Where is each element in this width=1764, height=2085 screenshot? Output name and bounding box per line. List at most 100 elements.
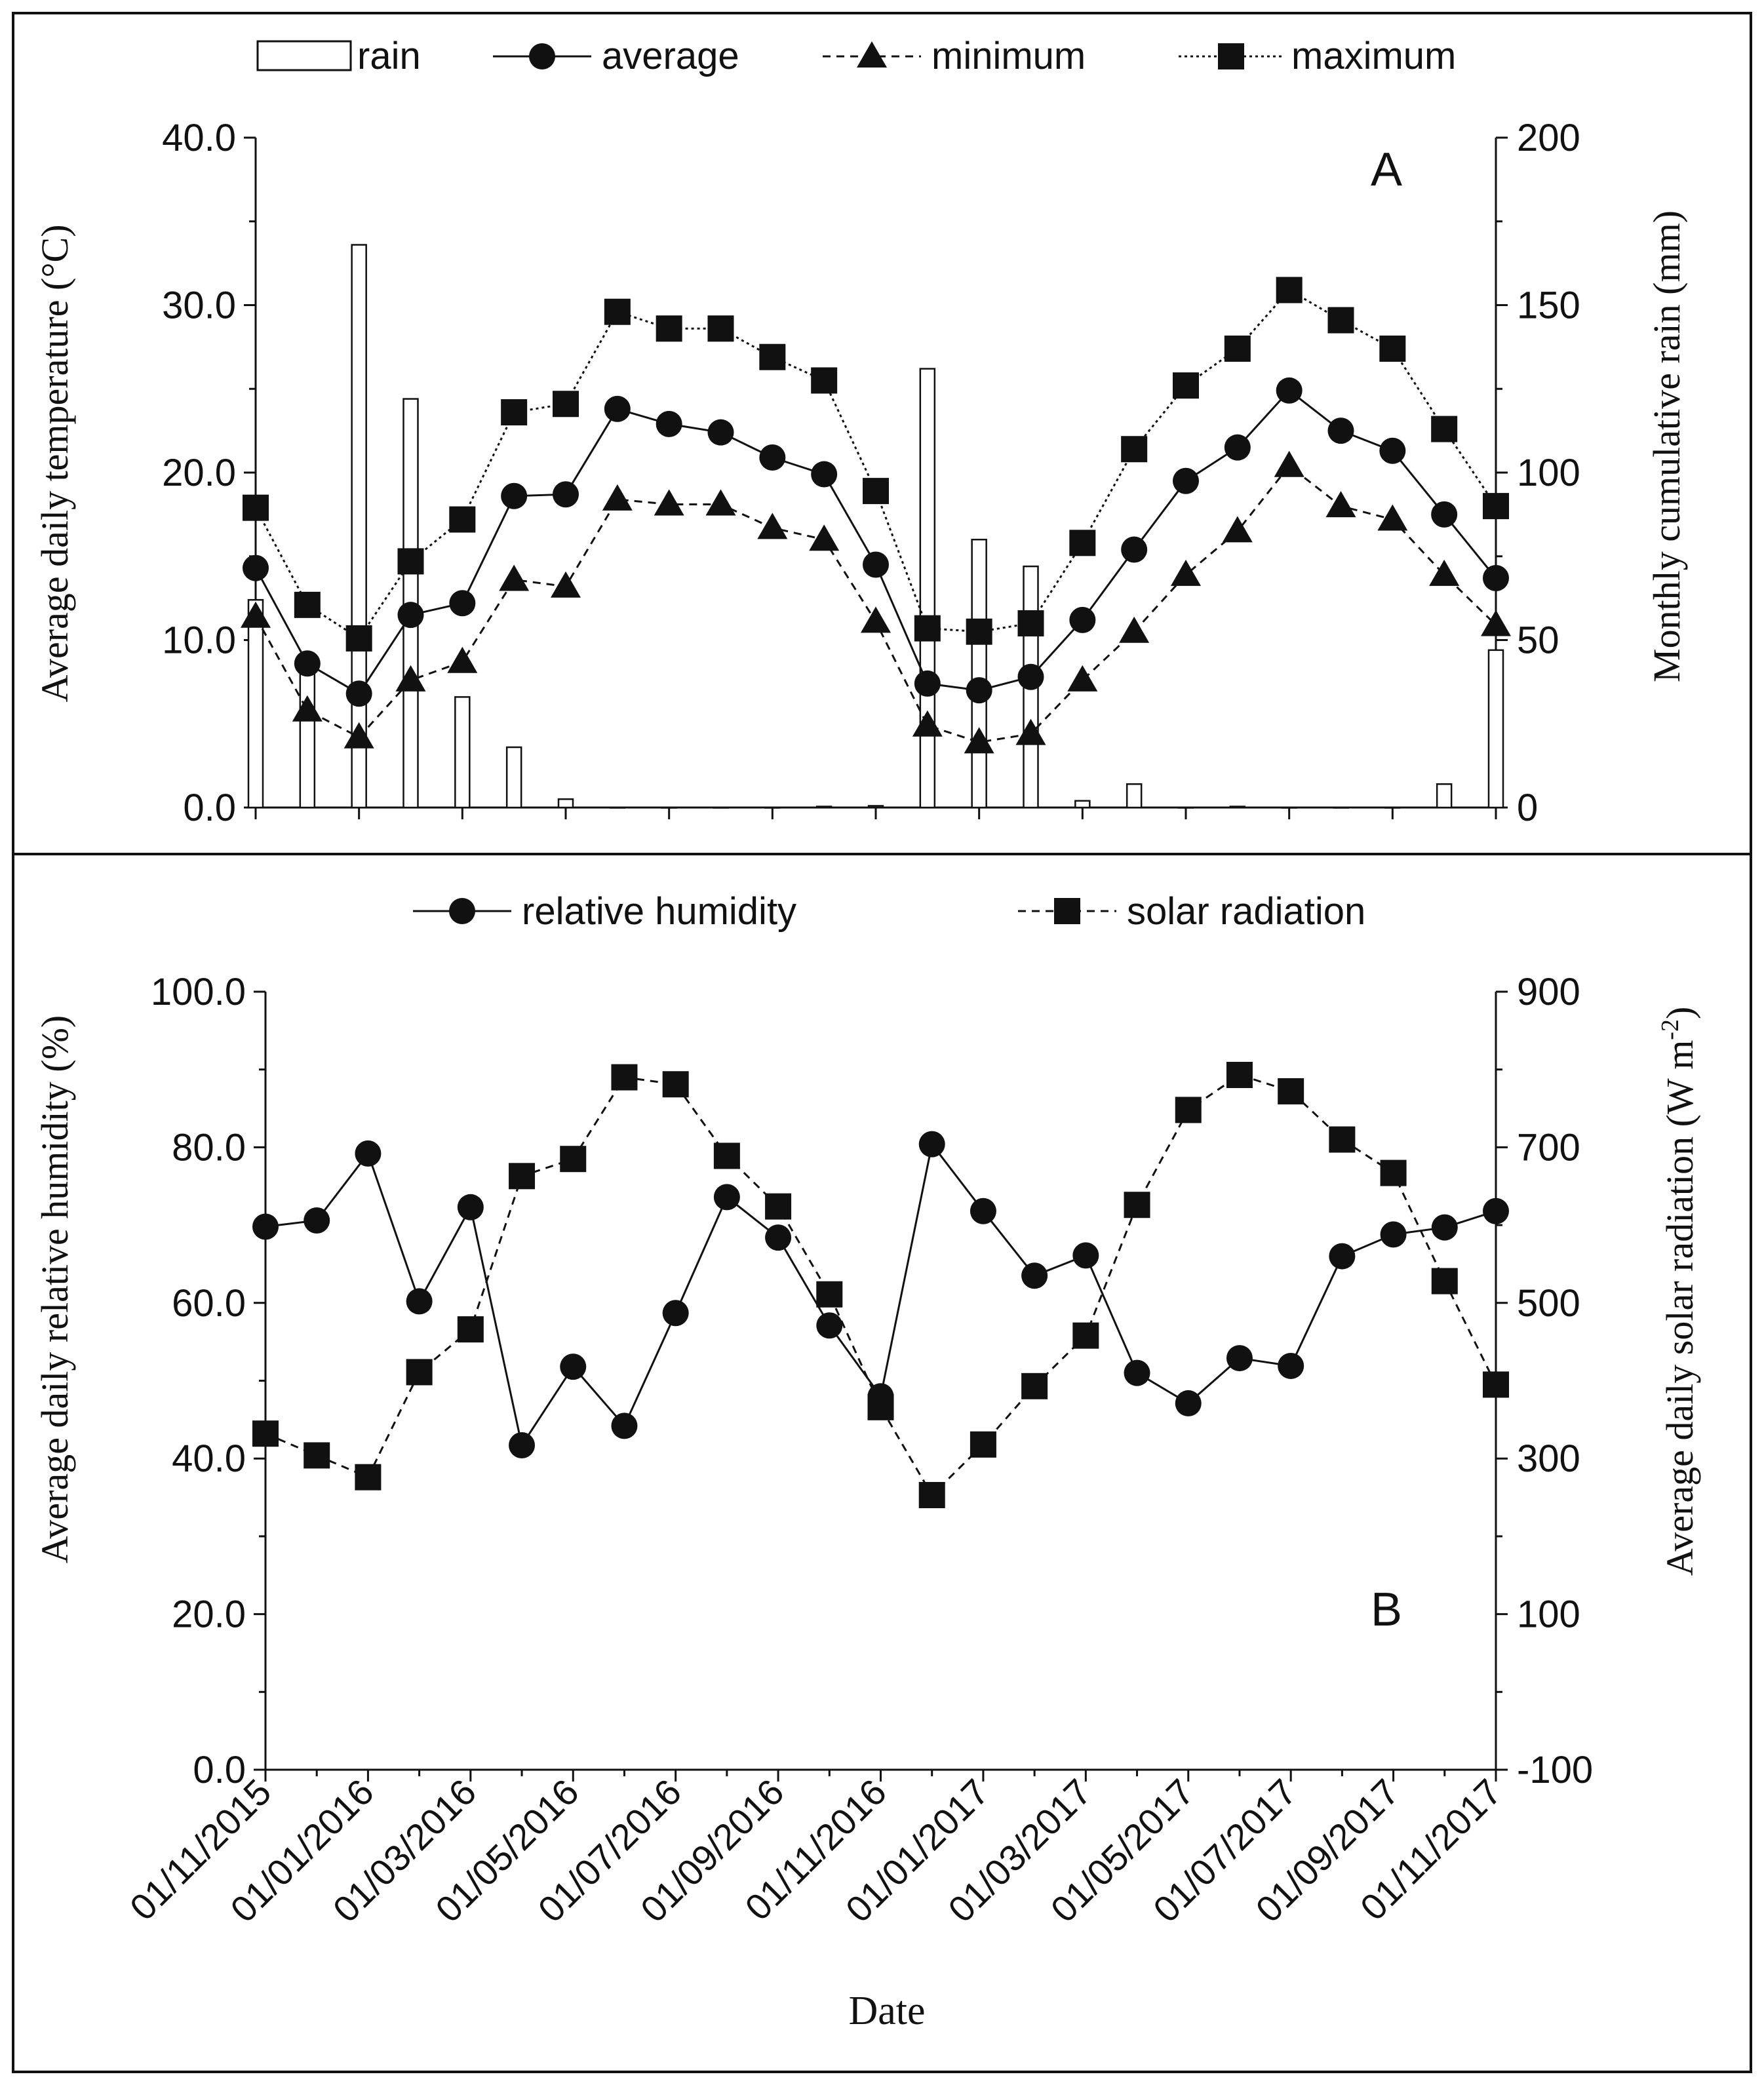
- panel-b-right-tick-label: 300: [1517, 1437, 1580, 1480]
- panel-a-y-left-label: Average daily temperature (°C): [33, 224, 76, 702]
- relative-humidity-point: [1072, 1242, 1099, 1269]
- minimum-point: [602, 484, 633, 511]
- legend-average-marker: [529, 43, 555, 69]
- legend-solar-radiation-label: solar radiation: [1127, 890, 1365, 933]
- average-point: [449, 590, 476, 617]
- legend-maximum-marker: [1218, 43, 1244, 69]
- relative-humidity-point: [1380, 1221, 1407, 1248]
- panel-a-left-tick-label: 30.0: [162, 284, 236, 327]
- panel-a-left-tick-label: 40.0: [162, 117, 236, 159]
- solar-radiation-point: [1175, 1097, 1202, 1123]
- solar-radiation-point: [304, 1442, 330, 1469]
- panel-a-right-tick-label: 0: [1517, 787, 1538, 829]
- panel-b-left-tick-label: 40.0: [172, 1437, 246, 1480]
- solar-radiation-point: [816, 1281, 843, 1308]
- average-point: [966, 677, 992, 704]
- legend-maximum-label: maximum: [1291, 35, 1456, 77]
- humidity-radiation-series: [252, 1062, 1509, 1508]
- maximum-point: [1017, 610, 1044, 636]
- maximum-point: [553, 391, 579, 418]
- minimum-point: [551, 571, 581, 598]
- relative-humidity-point: [1175, 1390, 1202, 1416]
- solar-radiation-point: [1431, 1268, 1458, 1295]
- relative-humidity-point: [355, 1140, 382, 1167]
- average-point: [243, 555, 269, 581]
- panel-b-right-tick-label: 500: [1517, 1282, 1580, 1325]
- panel-b-right-ticks: -100 100 300 500 700 900: [1496, 971, 1593, 1791]
- average-point: [759, 444, 786, 471]
- minimum-point: [757, 513, 788, 539]
- panel-a-x-ticks: [254, 808, 1497, 819]
- minimum-point: [861, 606, 891, 633]
- minimum-point: [343, 722, 374, 749]
- rain-bar: [1126, 783, 1143, 809]
- legend-maximum: maximum: [1179, 35, 1456, 77]
- maximum-point: [1173, 372, 1199, 399]
- relative-humidity-point: [1483, 1198, 1509, 1224]
- panel-b-y-right-label: Average daily solar radiation (W m-2): [1656, 1007, 1701, 1576]
- solar-radiation-point: [1380, 1159, 1407, 1186]
- relative-humidity-point: [918, 1131, 945, 1158]
- maximum-point: [1069, 530, 1096, 556]
- maximum-point: [294, 591, 321, 618]
- rain-bar: [971, 538, 987, 809]
- relative-humidity-point: [1431, 1214, 1458, 1241]
- maximum-point: [397, 548, 424, 575]
- relative-humidity-point: [611, 1413, 638, 1439]
- panel-a-letter: A: [1371, 144, 1402, 196]
- panel-a-right-tick-label: 100: [1517, 452, 1580, 494]
- panel-b-letter: B: [1371, 1584, 1402, 1636]
- panel-a-left-ticks: 0.0 10.0 20.0 30.0 40.0: [162, 117, 256, 829]
- maximum-point: [604, 298, 631, 325]
- average-point: [604, 395, 631, 422]
- relative-humidity-point: [1124, 1359, 1150, 1386]
- minimum-point: [1171, 559, 1201, 586]
- maximum-point: [1379, 335, 1406, 362]
- solar-radiation-point: [918, 1481, 945, 1508]
- average-point: [1483, 564, 1509, 591]
- panel-b-left-tick-label: 100.0: [151, 971, 246, 1013]
- solar-radiation-point: [1329, 1126, 1356, 1153]
- solar-radiation-point: [970, 1431, 996, 1458]
- panel-a-right-tick-label: 200: [1517, 117, 1580, 159]
- minimum-point: [499, 564, 530, 591]
- average-point: [1069, 606, 1096, 633]
- minimum-point: [395, 665, 426, 692]
- relative-humidity-point: [509, 1432, 536, 1459]
- relative-humidity-point: [560, 1354, 587, 1380]
- rain-bar: [919, 368, 936, 809]
- relative-humidity-point: [765, 1224, 792, 1251]
- maximum-point: [707, 315, 734, 342]
- outer-frame: [12, 12, 1752, 2073]
- minimum-point: [654, 489, 684, 516]
- minimum-point: [292, 695, 323, 722]
- minimum-point: [1222, 516, 1253, 543]
- panel-a-right-ticks: 0 50 100 150 200: [1496, 117, 1580, 829]
- relative-humidity-point: [970, 1198, 996, 1224]
- maximum-point: [811, 367, 838, 394]
- average-point: [397, 602, 424, 629]
- panel-a-left-tick-label: 20.0: [162, 452, 236, 494]
- solar-radiation-point: [1226, 1062, 1253, 1089]
- legend-relative-humidity-label: relative humidity: [522, 890, 796, 933]
- panel-b-y-left-label: Average daily relative humidity (%): [33, 1015, 76, 1563]
- solar-radiation-point: [252, 1420, 279, 1447]
- solar-radiation-point: [560, 1146, 587, 1173]
- maximum-point: [1483, 493, 1509, 520]
- rain-bar: [351, 244, 367, 809]
- relative-humidity-point: [252, 1213, 279, 1240]
- average-point: [1276, 377, 1303, 404]
- average-point: [707, 419, 734, 446]
- minimum-point: [1481, 610, 1511, 636]
- legend-relative-humidity-marker: [449, 898, 475, 924]
- average-point: [1017, 663, 1044, 690]
- minimum-point: [705, 489, 736, 516]
- solar-radiation-point: [406, 1359, 433, 1386]
- solar-radiation-point: [509, 1163, 536, 1190]
- panel-b-left-ticks: 0.0 20.0 40.0 60.0 80.0 100.0: [151, 971, 265, 1791]
- average-point: [1431, 501, 1458, 528]
- average-point: [914, 670, 941, 697]
- legend-minimum-label: minimum: [931, 35, 1086, 77]
- panel-b-left-tick-label: 80.0: [172, 1126, 246, 1169]
